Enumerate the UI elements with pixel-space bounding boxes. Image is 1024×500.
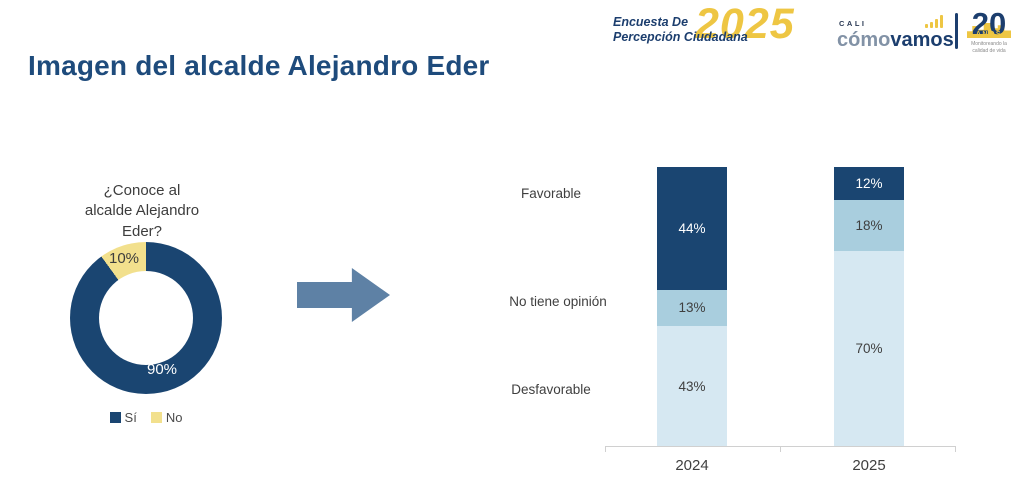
legend-swatch-icon [109,412,121,423]
anniversary-number: 20 [971,6,1007,41]
legend-label: Sí [124,410,137,425]
bar-value-label: 12% [855,176,883,192]
legend-item: No [150,410,183,425]
ccv-como: cómo [837,29,891,51]
bar-segment: 12% [834,167,904,201]
donut-title-line1: ¿Conoce al [103,182,181,199]
ccv-wordmark: cómovamos [837,29,954,51]
bar-segment: 13% [657,289,727,327]
legend-label: No [165,410,183,425]
legend-item: Sí [109,410,137,425]
bar-chart-icon [925,15,943,28]
x-axis-tick [955,446,956,452]
bar-value-label: 18% [855,218,883,234]
donut-legend: Sí No [70,410,222,425]
bar-value-label: 70% [855,340,883,356]
ccv-vamos: vamos [890,29,954,51]
x-axis-label-2025: 2025 [852,457,886,474]
donut-hole [99,271,193,365]
donut-value-si: 90% [146,361,178,378]
right-arrow-icon [297,268,390,322]
stacked-bar-2024: 44% 13% 43% [657,167,727,446]
donut-value-no: 10% [108,250,140,267]
logo-divider [955,13,958,49]
bar-segment: 43% [657,326,727,446]
x-axis-tick [780,446,781,452]
bar-row-label-desfavorable: Desfavorable [511,382,591,397]
bar-value-label: 13% [678,300,706,316]
page-title: Imagen del alcalde Alejandro Eder [28,50,490,81]
encuesta-logo: 2025 Encuesta De Percepción Ciudadana [613,3,813,59]
donut-chart: 10% 90% [70,242,222,394]
anniversary-tagline-line1: Monitoreando la [971,41,1007,47]
bar-row-label-favorable: Favorable [520,186,582,201]
x-axis-label-2024: 2024 [675,457,709,474]
anniversary-20-logo: 20 AÑOS Monitoreando la calidad de vida [964,8,1014,54]
stacked-bar-2025: 12% 18% 70% [834,167,904,446]
bar-segment: 18% [834,200,904,251]
legend-swatch-icon [150,412,162,423]
bar-value-label: 43% [678,378,706,394]
encuesta-logo-line2: Percepción Ciudadana [613,30,748,44]
bar-segment: 44% [657,167,727,290]
anniversary-tagline-line2: calidad de vida [972,47,1006,54]
anniversary-tagline: Monitoreando la calidad de vida [964,41,1014,54]
encuesta-year: 2025 [695,0,795,48]
donut-chart-title: ¿Conoce al alcalde Alejandro Eder? [80,181,204,242]
ccv-city-label: CALI [839,19,867,28]
bar-row-label-no-opinion: No tiene opinión [509,294,607,309]
donut-title-line2: alcalde Alejandro [84,202,200,220]
anniversary-anios-label: AÑOS [975,31,1003,38]
bar-value-label: 44% [678,220,706,236]
donut-title-line3: Eder? [121,222,163,240]
bar-segment: 70% [834,250,904,446]
city-skyline-icon [967,23,1011,38]
x-axis-tick [605,446,606,452]
cali-como-vamos-logo: CALI cómovamos [837,15,954,51]
encuesta-logo-line1: Encuesta De [613,15,689,29]
